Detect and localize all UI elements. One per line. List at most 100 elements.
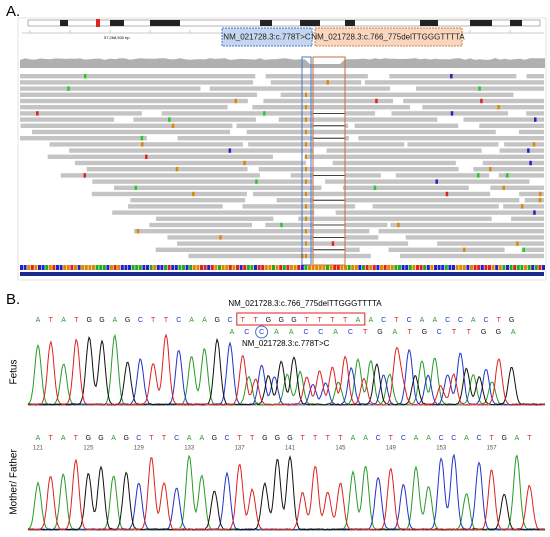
reference-base [423, 265, 427, 270]
mismatch [480, 98, 483, 104]
reference-base [250, 265, 254, 270]
mismatch [305, 129, 307, 135]
read [399, 253, 544, 259]
read [504, 142, 544, 147]
reference-base [498, 265, 502, 270]
mismatch [305, 117, 307, 122]
read [156, 216, 274, 221]
read [278, 117, 438, 122]
reference-base [261, 265, 265, 270]
position-number: 149 [386, 446, 397, 452]
read [20, 92, 258, 97]
read [326, 148, 482, 153]
reference-base [275, 265, 279, 270]
trace [27, 333, 546, 406]
base: T [237, 435, 242, 442]
read [20, 86, 201, 91]
reference-base [524, 265, 527, 270]
read [280, 92, 514, 97]
mismatch [263, 111, 266, 116]
mismatch [136, 229, 140, 234]
mismatch [67, 86, 70, 91]
reference-base [272, 265, 275, 270]
base: T [49, 317, 54, 324]
reference-base [372, 265, 376, 270]
read [388, 247, 505, 252]
base: A [61, 317, 66, 324]
reference-base [77, 265, 81, 270]
ideogram-band [510, 20, 522, 26]
reference-base [470, 265, 473, 270]
mismatch [520, 204, 524, 209]
base: A [514, 435, 519, 442]
read [422, 105, 544, 110]
reference-base [182, 265, 185, 270]
read [490, 185, 544, 190]
mismatch [502, 185, 506, 190]
mismatch [527, 148, 530, 153]
mismatch [373, 185, 377, 190]
reference-base [268, 265, 272, 270]
reference-base [120, 265, 124, 270]
reference-base [401, 265, 405, 270]
reference-base [311, 265, 315, 270]
base: T [497, 317, 502, 324]
read [263, 98, 394, 104]
base: A [333, 329, 338, 336]
base: A [432, 317, 437, 324]
reference-base [412, 265, 416, 270]
base: C [381, 317, 386, 324]
base: A [187, 435, 192, 442]
coverage-track [20, 58, 545, 68]
base: T [74, 435, 79, 442]
base: G [377, 329, 382, 336]
read [133, 117, 256, 122]
read [32, 129, 231, 135]
base: C [176, 317, 181, 324]
base: C [458, 317, 463, 324]
reference-base [59, 265, 63, 270]
base: T [467, 329, 472, 336]
read [20, 136, 147, 141]
base: T [389, 435, 394, 442]
read [47, 154, 273, 159]
mismatch [305, 92, 307, 97]
mismatch [171, 123, 175, 128]
mismatch [522, 247, 525, 252]
reference-base [243, 265, 247, 270]
base: G [262, 435, 267, 442]
mismatch [83, 173, 87, 178]
read [407, 142, 499, 147]
reference-base [192, 265, 196, 270]
reference-base [365, 265, 369, 270]
reference-base [538, 265, 542, 270]
reference-base [300, 265, 304, 270]
read [526, 111, 544, 116]
read [342, 185, 469, 190]
read [127, 204, 223, 209]
reference-base [74, 265, 77, 270]
read [60, 173, 261, 178]
reference-base [484, 265, 488, 270]
reference-base [426, 265, 430, 270]
base: C [244, 329, 249, 336]
reference-base [218, 265, 221, 270]
read [364, 80, 544, 85]
base: A [111, 435, 116, 442]
reference-base [434, 265, 437, 270]
base: T [527, 435, 532, 442]
reference-base [41, 265, 45, 270]
base: C [483, 317, 488, 324]
base: C [451, 435, 456, 442]
read [134, 229, 370, 234]
read [518, 129, 544, 135]
trace [27, 333, 546, 406]
reference-base [506, 265, 509, 270]
position-number: 121 [33, 446, 44, 452]
mismatch [489, 167, 492, 172]
igv-panel: 57,268,500 bp NM_021728.3:c.778T>C NM_0217… [17, 17, 547, 281]
reference-base [146, 265, 149, 270]
reference-base [138, 265, 142, 270]
mismatch [435, 179, 438, 184]
mismatch [175, 167, 179, 172]
